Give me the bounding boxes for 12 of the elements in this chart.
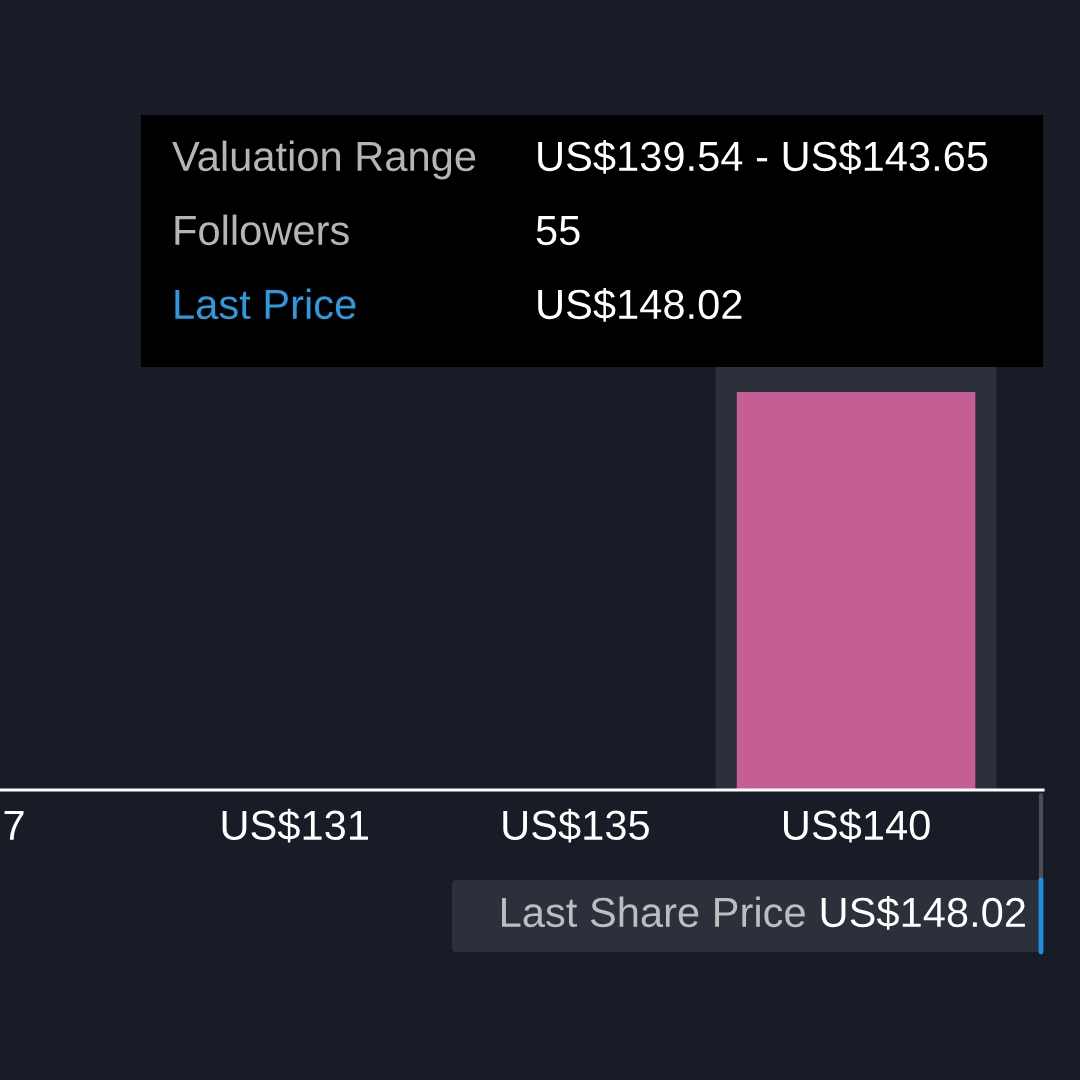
x-tick-label: US$131 [222,808,368,843]
x-tick-label: US$135 [503,808,649,843]
text: Valuation Range [172,140,476,180]
text: 55 [536,216,580,246]
text: Followers [175,214,349,246]
x-tick-label: 7 [4,810,24,840]
text: Last Share Price [502,896,805,928]
text: US$148.02 [538,287,742,322]
text: US$148.02 [821,895,1025,930]
text: Last Price [175,288,356,320]
text: US$139.54 - US$143.65 [538,139,988,174]
x-tick-label: US$140 [784,808,930,843]
